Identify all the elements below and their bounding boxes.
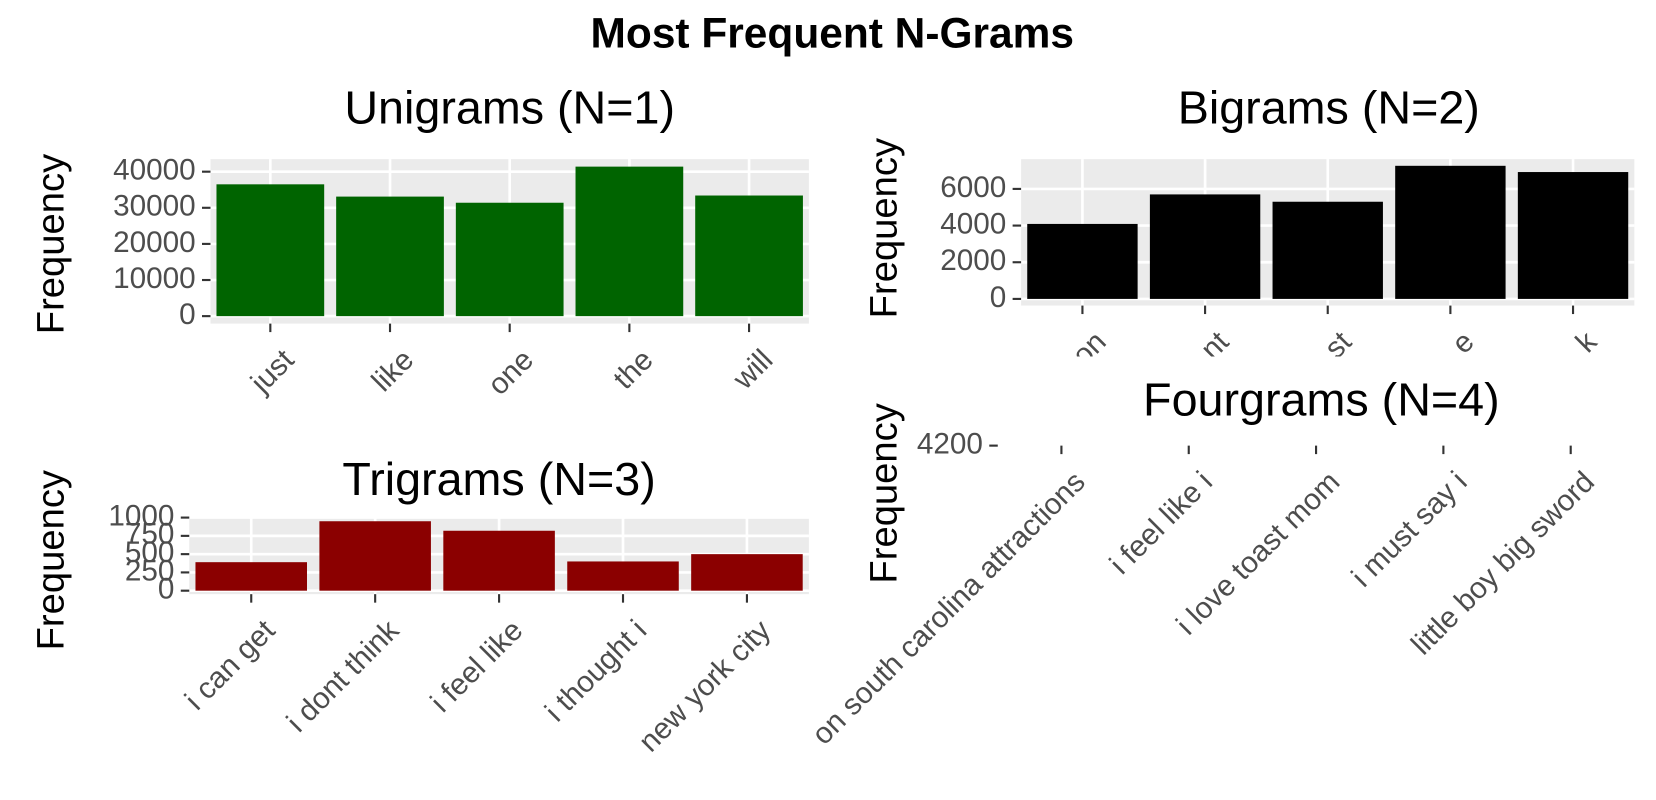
y-tick-label: 750 (125, 518, 175, 551)
bar (1149, 194, 1261, 299)
bar (195, 562, 308, 591)
x-label-clip: on (1066, 325, 1113, 372)
bar (567, 561, 679, 591)
y-tick-label: 6000 (940, 171, 1006, 204)
bar (336, 196, 444, 317)
bar (443, 530, 555, 591)
x-tick-label: new york city (633, 614, 778, 759)
main-title: Most Frequent N-Grams (591, 9, 1074, 56)
y-tick-label: 4200 (917, 427, 983, 460)
y-tick-label: 0 (990, 281, 1007, 314)
y-axis-title: Frequency (30, 153, 73, 334)
x-tick-label: like (365, 343, 420, 398)
x-tick-label: i dont think (281, 614, 406, 739)
x-tick-label: i feel like i (1103, 465, 1219, 581)
panel-title: Bigrams (N=2) (1178, 82, 1480, 134)
y-tick-label: 30000 (113, 190, 196, 223)
bar (575, 166, 684, 317)
y-tick-label: 20000 (113, 226, 196, 259)
y-tick-label: 2000 (940, 244, 1006, 277)
x-tick-label: i must say i (1345, 465, 1473, 593)
x-tick-label: e (1446, 325, 1481, 360)
x-tick-label: will (726, 343, 779, 396)
y-tick-label: 40000 (113, 154, 196, 187)
x-label-clip: st (1318, 325, 1358, 365)
x-label-clip: nt (1195, 325, 1236, 366)
y-axis-title: Frequency (862, 402, 905, 583)
x-tick-label: k (1569, 325, 1603, 359)
x-label-clip: e (1446, 325, 1481, 360)
x-tick-label: on (1066, 325, 1113, 372)
y-tick-label: 250 (125, 554, 175, 587)
panel: Fourgrams (N=4) Frequency 4200 on south car… (806, 374, 1635, 751)
y-axis-title: Frequency (30, 469, 73, 650)
bar (455, 202, 564, 317)
y-tick-label: 10000 (113, 262, 196, 295)
x-tick-label: one (482, 343, 540, 401)
y-tick-label: 4000 (940, 207, 1006, 240)
panel-title: Unigrams (N=1) (344, 82, 675, 134)
x-tick-label: i thought i (539, 614, 653, 728)
bar (1395, 165, 1506, 299)
x-tick-label: i can get (179, 613, 282, 716)
x-tick-label: st (1318, 325, 1358, 365)
bar (1272, 201, 1383, 299)
panel: Unigrams (N=1) Frequency 01000020000300004… (30, 82, 809, 402)
x-label-clip: k (1569, 325, 1603, 359)
y-tick-label: 0 (179, 298, 196, 331)
x-tick-label: on south carolina attractions (806, 465, 1092, 751)
bar (319, 521, 431, 591)
bar (1027, 223, 1138, 299)
bar (1517, 172, 1629, 299)
y-tick-label: 500 (125, 536, 175, 569)
x-tick-label: just (244, 343, 301, 400)
y-tick-label: 0 (158, 573, 175, 606)
x-tick-label: the (607, 343, 660, 396)
panel-title: Trigrams (N=3) (342, 453, 655, 505)
bar (216, 184, 325, 317)
x-tick-label: i feel like (424, 614, 529, 719)
bar (691, 554, 803, 591)
panel-title: Fourgrams (N=4) (1143, 374, 1500, 426)
y-axis-title: Frequency (862, 137, 905, 318)
y-tick-label: 1000 (108, 499, 174, 532)
bar (695, 195, 803, 317)
x-tick-label: nt (1195, 325, 1236, 366)
